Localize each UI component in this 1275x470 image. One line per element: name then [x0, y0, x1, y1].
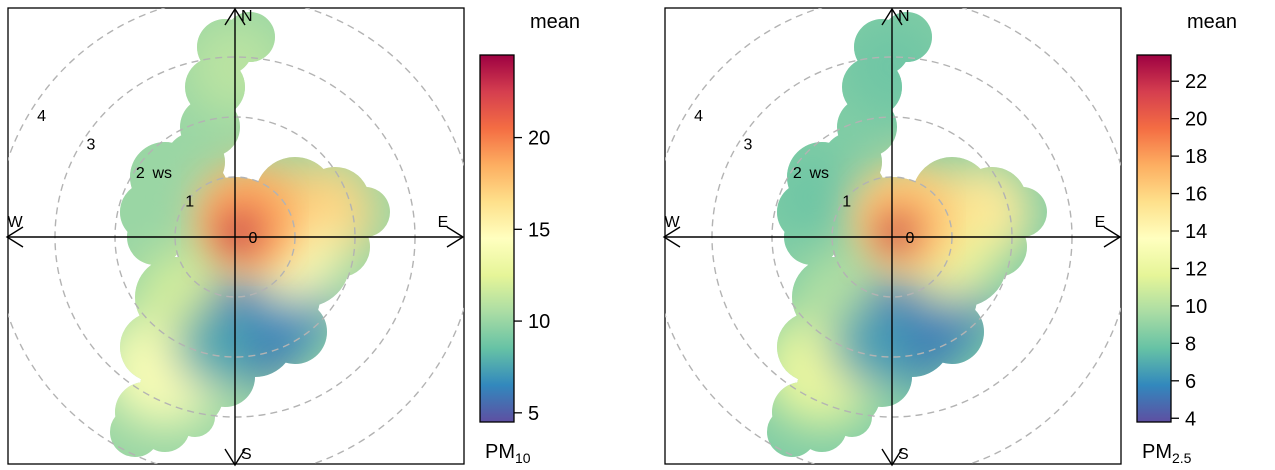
colorbar-tick-label: 12 [1185, 258, 1207, 280]
colorbar-gradient [1136, 54, 1172, 423]
colorbar-tick-label: 10 [528, 311, 550, 333]
direction-label-s: S [241, 446, 252, 463]
colorbar-tick-label: 10 [1185, 296, 1207, 318]
ws-tick-label: 4 [37, 108, 46, 125]
ws-tick-label: 0 [249, 230, 258, 247]
colorbar-tick-label: 14 [1185, 221, 1207, 243]
colorbar-tick-label: 4 [1185, 408, 1196, 430]
ws-tick-label: 3 [743, 137, 752, 154]
colorbar-tick-label: 20 [528, 128, 550, 150]
ws-tick-label: 4 [694, 108, 703, 125]
direction-label-e: E [1095, 214, 1106, 231]
colorbar-tick-label: 18 [1185, 146, 1207, 168]
ws-axis-label: ws [151, 165, 172, 182]
colorbar-tick-label: 5 [528, 403, 539, 425]
ws-tick-label: 2 [793, 165, 802, 182]
arrowhead-n [881, 7, 903, 26]
colorbar-gradient [479, 54, 515, 423]
ws-tick-label: 1 [185, 194, 194, 211]
ws-tick-label: 3 [86, 137, 95, 154]
ws-axis-label: ws [808, 165, 829, 182]
colorbar-tick-label: 8 [1185, 333, 1196, 355]
direction-label-w: W [7, 214, 23, 231]
arrowhead-s [224, 448, 246, 467]
direction-label-e: E [438, 214, 449, 231]
pollutant-name: PM [1142, 441, 1172, 463]
ws-labels: 0 1 2 ws 3 4 [37, 108, 257, 247]
direction-label-s: S [898, 446, 909, 463]
ws-tick-label: 1 [842, 194, 851, 211]
colorbar-pollutant-label: PM10 [485, 441, 531, 466]
pollutant-name: PM [485, 441, 515, 463]
colorbar-tick-label: 15 [528, 219, 550, 241]
compass-axes: N E S W [5, 7, 465, 467]
colorbar-title: mean [530, 11, 580, 33]
direction-label-w: W [664, 214, 680, 231]
ws-tick-label: 2 [136, 165, 145, 182]
pollutant-subscript: 2.5 [1172, 450, 1192, 466]
compass-axes: N E S W [662, 7, 1122, 467]
colorbar-tick-label: 22 [1185, 71, 1207, 93]
arrowhead-e [446, 226, 465, 248]
direction-label-n: N [898, 8, 910, 25]
colorbar-tick-label: 16 [1185, 184, 1207, 206]
ws-tick-label: 0 [906, 230, 915, 247]
colorbar-tick-label: 20 [1185, 109, 1207, 131]
arrowhead-e [1103, 226, 1122, 248]
pollutant-subscript: 10 [515, 450, 531, 466]
colorbar-title: mean [1187, 11, 1237, 33]
arrowhead-w [662, 226, 681, 248]
surface-patch [832, 307, 912, 387]
direction-label-n: N [241, 8, 253, 25]
arrowhead-w [5, 226, 24, 248]
ws-labels: 0 1 2 ws 3 4 [694, 108, 914, 247]
arrowhead-s [881, 448, 903, 467]
colorbar-tick-label: 6 [1185, 371, 1196, 393]
surface-patch [175, 307, 255, 387]
colorbar: mean 4 6 8 10 12 14 16 18 20 22 PM2.5 [1136, 11, 1237, 466]
arrowhead-n [224, 7, 246, 26]
colorbar-pollutant-label: PM2.5 [1142, 441, 1192, 466]
